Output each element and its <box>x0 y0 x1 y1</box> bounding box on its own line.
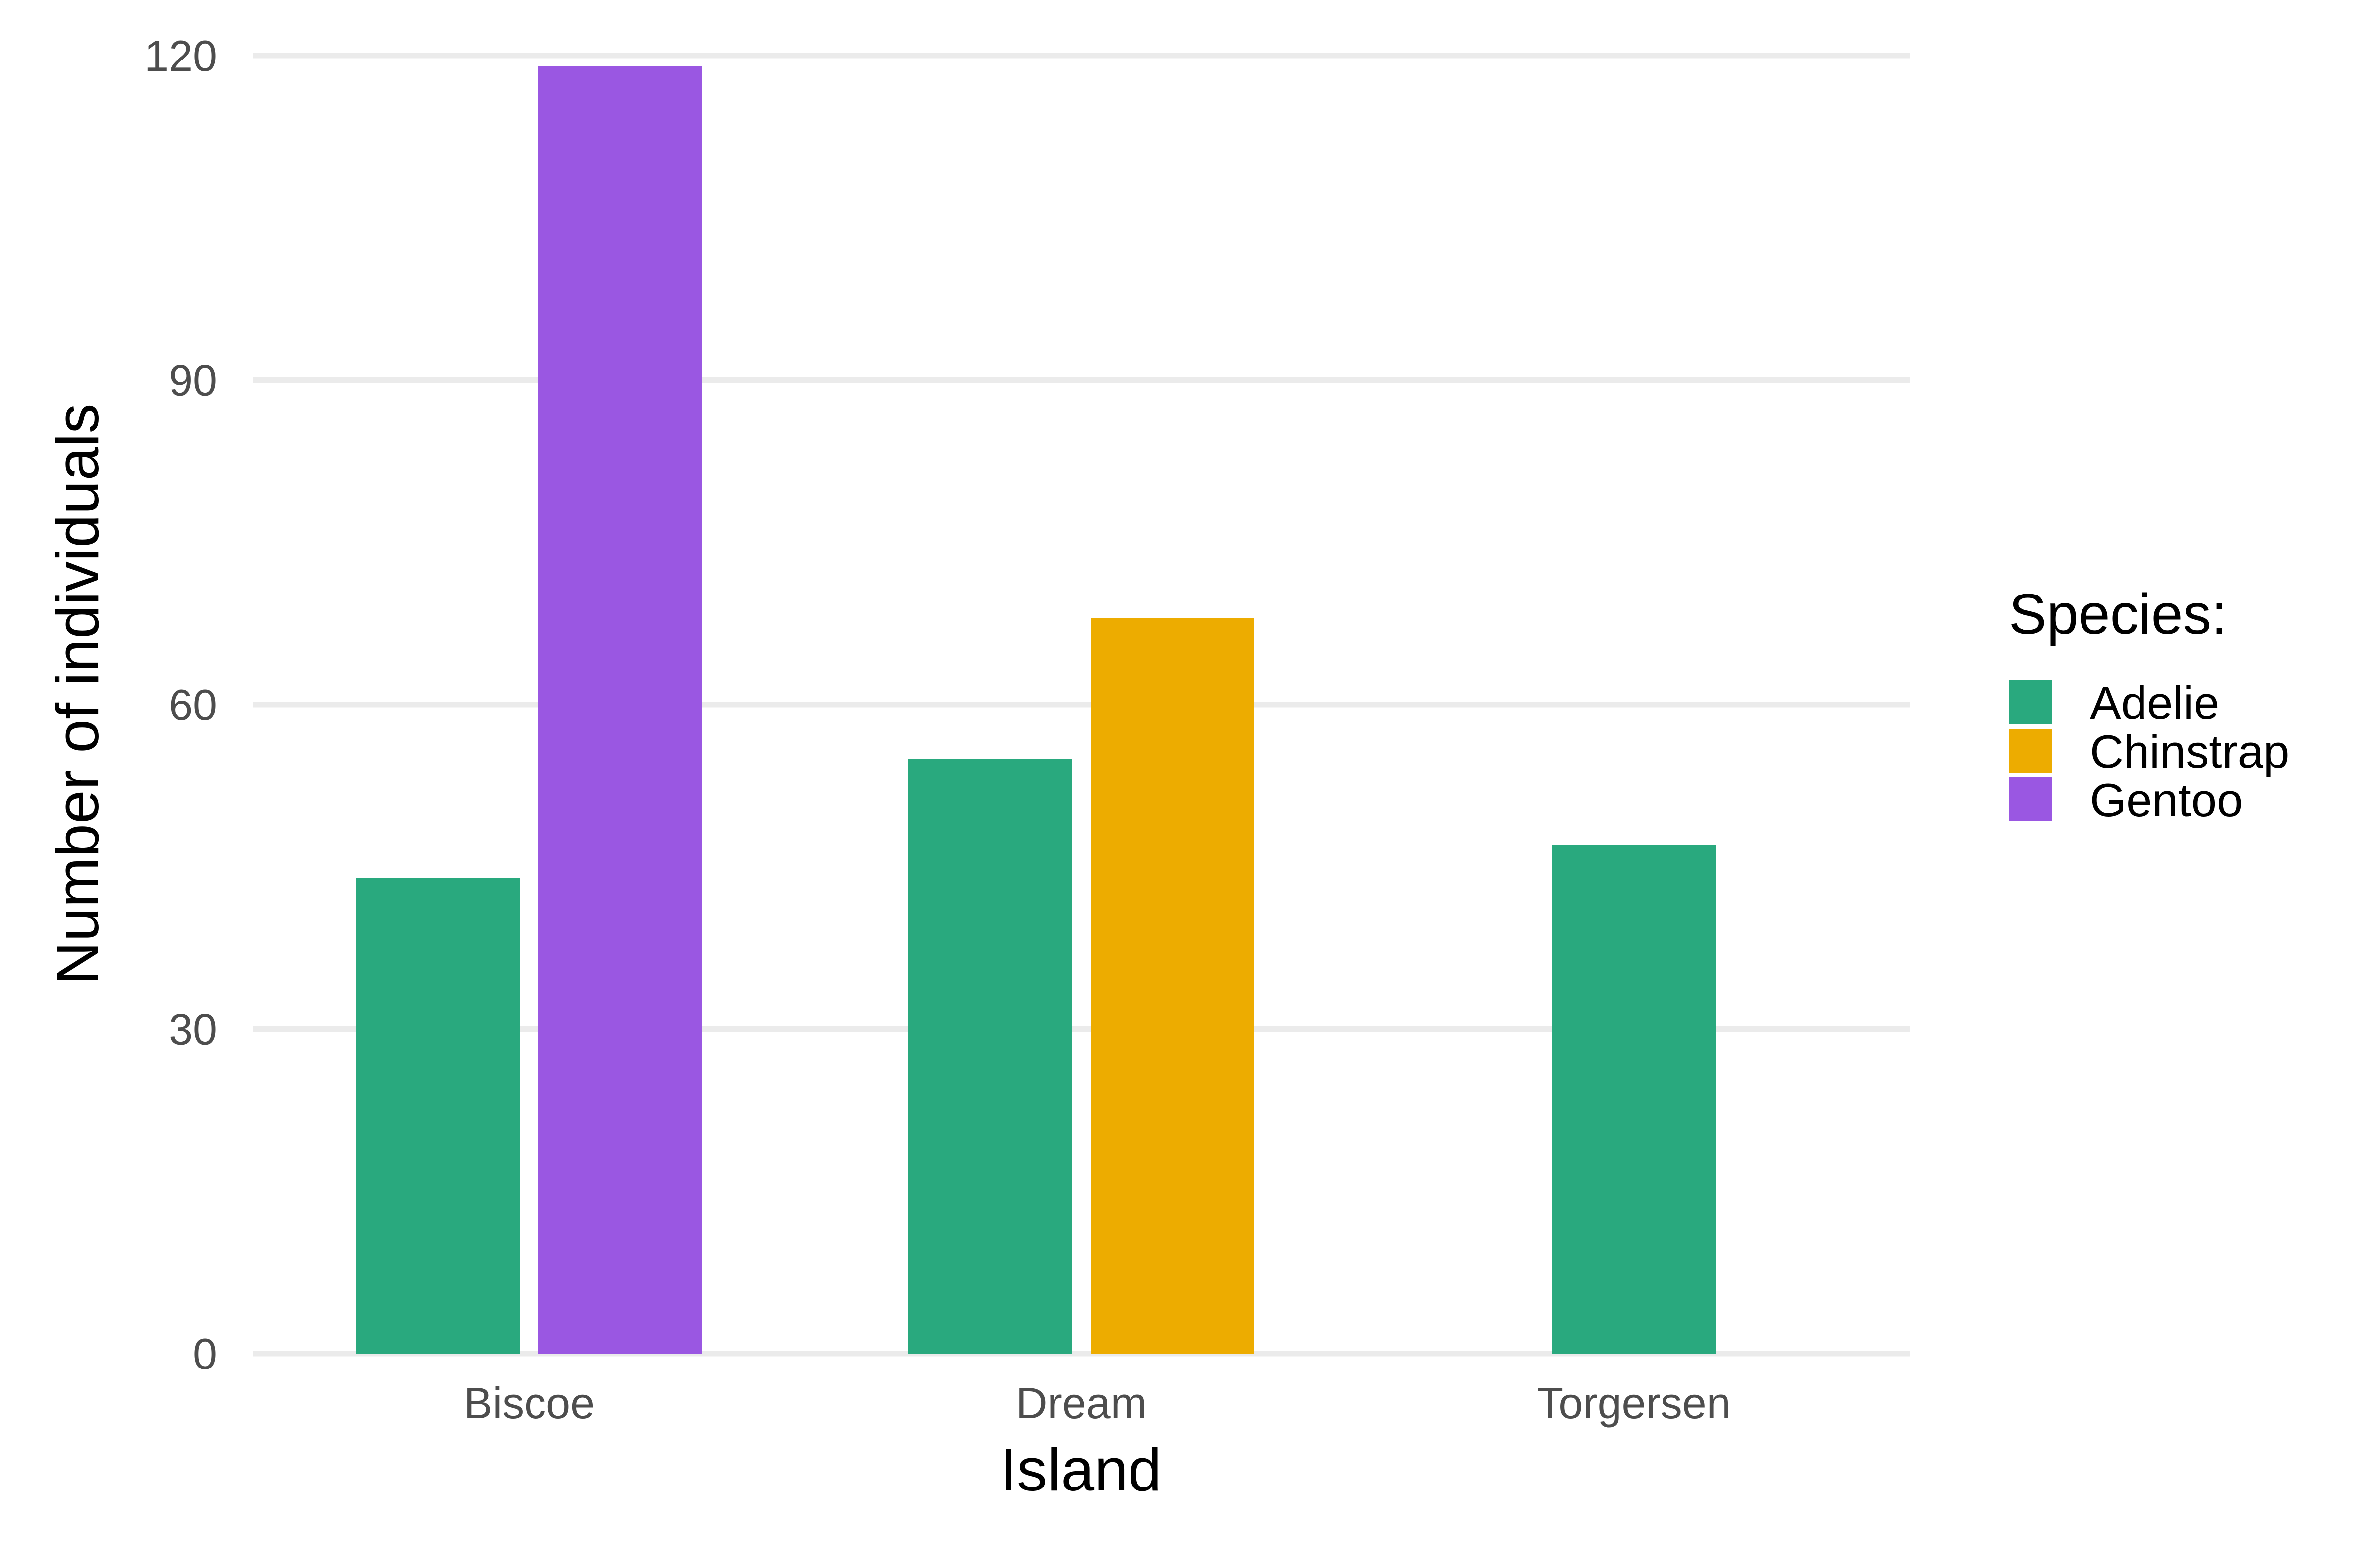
legend-label-chinstrap: Chinstrap <box>2090 725 2289 777</box>
legend-label-adelie: Adelie <box>2090 677 2219 729</box>
legend-key-adelie <box>2009 680 2052 724</box>
x-tick-label: Torgersen <box>1537 1378 1730 1428</box>
y-tick-labels: 0 30 60 90 120 <box>144 31 217 1378</box>
y-tick-label: 0 <box>193 1329 217 1378</box>
x-axis-title: Island <box>1000 1436 1162 1503</box>
bar-biscoe-adelie <box>356 878 520 1354</box>
y-axis-title: Number of individuals <box>44 403 111 985</box>
y-tick-label: 120 <box>144 31 217 80</box>
bar-dream-chinstrap <box>1091 618 1254 1354</box>
y-tick-label: 90 <box>169 356 217 405</box>
legend-title: Species: <box>2009 583 2227 646</box>
x-tick-label: Biscoe <box>464 1378 595 1428</box>
legend-key-chinstrap <box>2009 729 2052 773</box>
y-tick-label: 60 <box>169 680 217 729</box>
legend-label-gentoo: Gentoo <box>2090 774 2243 826</box>
x-tick-label: Dream <box>1016 1378 1147 1428</box>
bars <box>356 66 1716 1354</box>
bar-biscoe-gentoo <box>538 66 702 1354</box>
y-tick-label: 30 <box>169 1005 217 1054</box>
legend-key-gentoo <box>2009 777 2052 821</box>
x-tick-labels: Biscoe Dream Torgersen <box>464 1378 1731 1428</box>
bar-dream-adelie <box>908 759 1072 1354</box>
bar-torgersen-adelie <box>1552 845 1716 1354</box>
